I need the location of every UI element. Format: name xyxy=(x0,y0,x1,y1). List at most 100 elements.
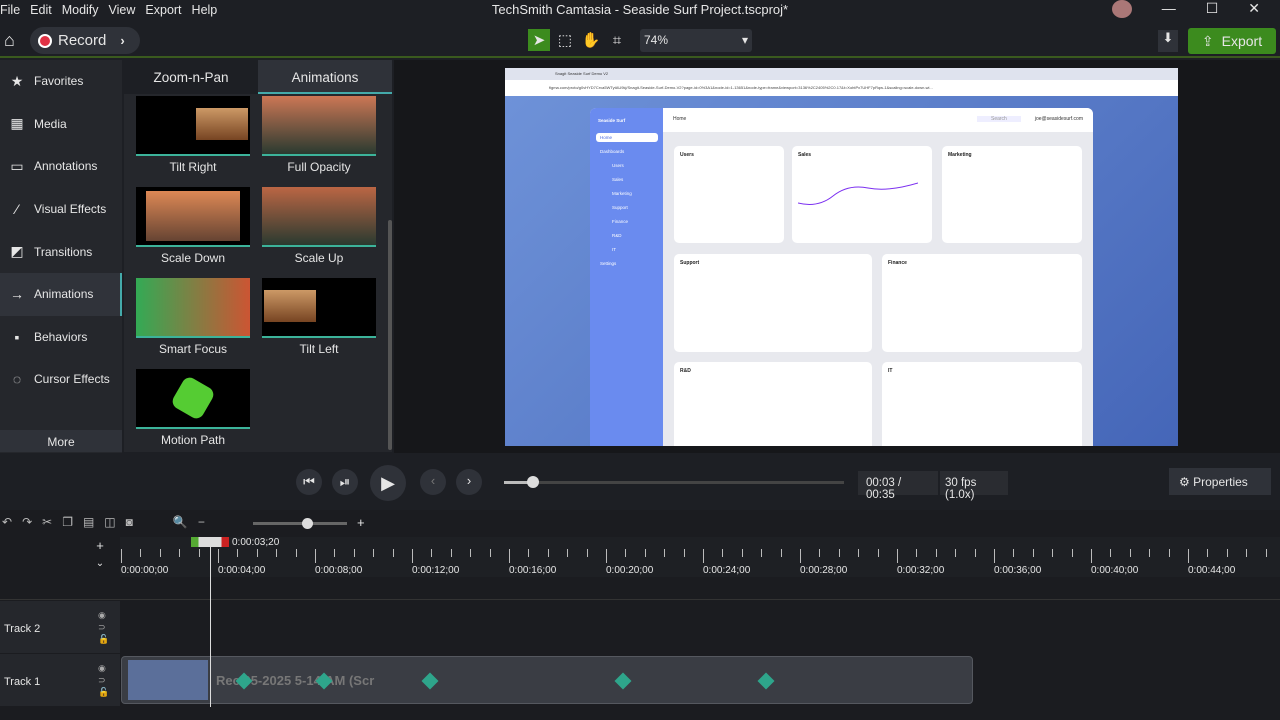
time-ruler[interactable]: 0:00:00;00 0:00:04;00 0:00:08;00 0:00:12;00… xyxy=(120,537,1280,577)
properties-button[interactable]: ⚙ Properties xyxy=(1169,468,1271,495)
app-nav-item[interactable]: Sales xyxy=(612,177,624,182)
split-icon[interactable]: ◫ xyxy=(104,515,116,529)
fps-select[interactable]: 30 fps (1.0x) xyxy=(940,471,1008,501)
tile-motion-path[interactable]: Motion Path xyxy=(160,433,226,447)
record-button[interactable]: Record › xyxy=(30,27,140,54)
tile-scale-up[interactable]: Scale Up xyxy=(294,251,344,265)
ruler-tick xyxy=(470,549,472,557)
zoom-select[interactable]: 74% ▾ xyxy=(640,29,752,52)
download-icon[interactable]: ⬇ xyxy=(1158,30,1178,52)
play-icon[interactable]: ▶ xyxy=(370,465,406,501)
zoom-in-icon[interactable]: + xyxy=(357,515,365,530)
prev-marker-icon[interactable]: ‹ xyxy=(420,469,446,495)
app-nav-item[interactable]: Home xyxy=(596,133,658,142)
panel-scrollbar[interactable] xyxy=(388,220,392,450)
sidebar-item-visual-effects[interactable]: ⁄ Visual Effects xyxy=(0,188,122,231)
tile-thumb[interactable] xyxy=(136,187,250,247)
copy-icon[interactable]: ❐ xyxy=(62,515,73,529)
menu-export[interactable]: Export xyxy=(145,3,182,17)
ruler-tick xyxy=(489,549,491,557)
undo-icon[interactable]: ↶ xyxy=(2,515,13,529)
add-track-icon[interactable]: + xyxy=(96,538,104,553)
more-button[interactable]: More xyxy=(0,430,122,452)
pan-tool-icon[interactable]: ✋ xyxy=(581,32,601,49)
maximize-icon[interactable]: ☐ xyxy=(1205,0,1219,16)
app-nav-item[interactable]: IT xyxy=(612,247,616,252)
tile-full-opacity[interactable]: Full Opacity xyxy=(287,160,351,174)
redo-icon[interactable]: ↷ xyxy=(22,515,33,529)
select-tool-icon[interactable]: ➤ xyxy=(528,29,550,51)
app-nav-item[interactable]: Support xyxy=(612,205,628,210)
zoom-icon[interactable]: 🔍 xyxy=(172,515,188,529)
ruler-tick xyxy=(819,549,821,557)
minimize-icon[interactable]: — xyxy=(1161,0,1176,16)
menu-edit[interactable]: Edit xyxy=(30,3,52,17)
scrubber[interactable] xyxy=(504,481,844,484)
ruler-label: 0:00:24;00 xyxy=(703,565,751,576)
app-nav-item[interactable]: R&D xyxy=(612,233,622,238)
tile-thumb[interactable] xyxy=(136,96,250,156)
tile-tilt-right[interactable]: Tilt Right xyxy=(169,160,217,174)
zoom-out-icon[interactable]: − xyxy=(197,515,205,529)
app-nav-item[interactable]: Users xyxy=(612,163,624,168)
app-nav-item[interactable]: Settings xyxy=(600,261,617,266)
share-icon: ⇪ xyxy=(1201,32,1214,49)
collapse-icon[interactable]: ⌄ xyxy=(95,558,105,569)
step-icon[interactable]: ⏯ xyxy=(332,469,358,495)
track-2-header[interactable]: Track 2 ◉ ⊃ 🔓 xyxy=(0,601,120,653)
track-1-header[interactable]: Track 1 ◉ ⊃ 🔓 xyxy=(0,654,120,706)
tile-thumb[interactable] xyxy=(136,369,250,429)
timeline-zoom-slider[interactable] xyxy=(253,522,347,525)
crop-tool-icon[interactable]: ⌗ xyxy=(612,31,622,49)
tile-thumb[interactable] xyxy=(136,278,250,338)
sidebar-item-behaviors[interactable]: ▪ Behaviors xyxy=(0,316,122,359)
sidebar-item-animations[interactable]: → Animations xyxy=(0,272,122,316)
sidebar-item-transitions[interactable]: ◩ Transitions xyxy=(0,230,122,273)
tile-thumb[interactable] xyxy=(262,187,376,247)
tile-thumb[interactable] xyxy=(262,278,376,338)
next-marker-icon[interactable]: › xyxy=(456,469,482,495)
tile-smart-focus[interactable]: Smart Focus xyxy=(158,342,227,356)
paste-icon[interactable]: ▤ xyxy=(82,515,95,529)
tile-tilt-left[interactable]: Tilt Left xyxy=(299,342,339,356)
menu-help[interactable]: Help xyxy=(191,3,218,17)
media-clip[interactable]: Rec 05-2025 5-14-AM (Scr xyxy=(121,656,973,704)
ruler-tick xyxy=(586,549,588,557)
sidebar-item-annotations[interactable]: ▭ Annotations xyxy=(0,145,122,188)
ruler-tick xyxy=(1226,549,1228,557)
export-button[interactable]: ⇪ Export xyxy=(1188,28,1276,54)
browser-tab: Snagit Seaside Surf Demo V2 xyxy=(505,68,1178,80)
snapshot-icon[interactable]: ◙ xyxy=(125,515,133,529)
playhead-handle[interactable] xyxy=(191,537,229,547)
ruler-tick xyxy=(547,549,549,557)
ruler-tick xyxy=(179,549,181,557)
tab-zoom-n-pan[interactable]: Zoom-n-Pan xyxy=(153,70,229,85)
ruler-tick xyxy=(1149,549,1151,557)
canvas-media[interactable]: Snagit Seaside Surf Demo V2 figma.com/pr… xyxy=(505,68,1178,446)
cut-icon[interactable]: ✂ xyxy=(42,515,53,529)
app-nav-item[interactable]: Marketing xyxy=(612,191,632,196)
app-nav-item[interactable]: Dashboards xyxy=(600,149,625,154)
avatar[interactable] xyxy=(1111,0,1132,18)
menu-view[interactable]: View xyxy=(108,3,136,17)
ruler-tick xyxy=(935,549,937,557)
ruler-tick xyxy=(955,549,957,557)
prev-frame-icon[interactable]: ⏮ xyxy=(296,469,322,495)
ruler-tick xyxy=(509,549,510,563)
menu-modify[interactable]: Modify xyxy=(61,3,99,17)
app-nav-item[interactable]: Finance xyxy=(612,219,629,224)
crop-bounds-tool-icon[interactable]: ⬚ xyxy=(557,32,573,49)
home-icon[interactable]: ⌂ xyxy=(4,30,15,50)
scrubber-handle[interactable] xyxy=(527,476,540,488)
zoom-slider-handle[interactable] xyxy=(302,518,313,529)
tile-scale-down[interactable]: Scale Down xyxy=(160,251,226,265)
close-icon[interactable]: ✕ xyxy=(1248,0,1260,16)
sidebar-item-cursor-effects[interactable]: ◌ Cursor Effects xyxy=(0,358,122,401)
sidebar-item-media[interactable]: ▦ Media xyxy=(0,103,122,146)
chevron-right-icon[interactable]: › xyxy=(120,33,125,48)
sidebar-item-favorites[interactable]: ★ Favorites xyxy=(0,60,122,103)
tile-thumb[interactable] xyxy=(262,96,376,156)
menu-file[interactable]: File xyxy=(0,3,21,17)
tab-animations[interactable]: Animations xyxy=(258,60,392,94)
ruler-tick xyxy=(1071,549,1073,557)
